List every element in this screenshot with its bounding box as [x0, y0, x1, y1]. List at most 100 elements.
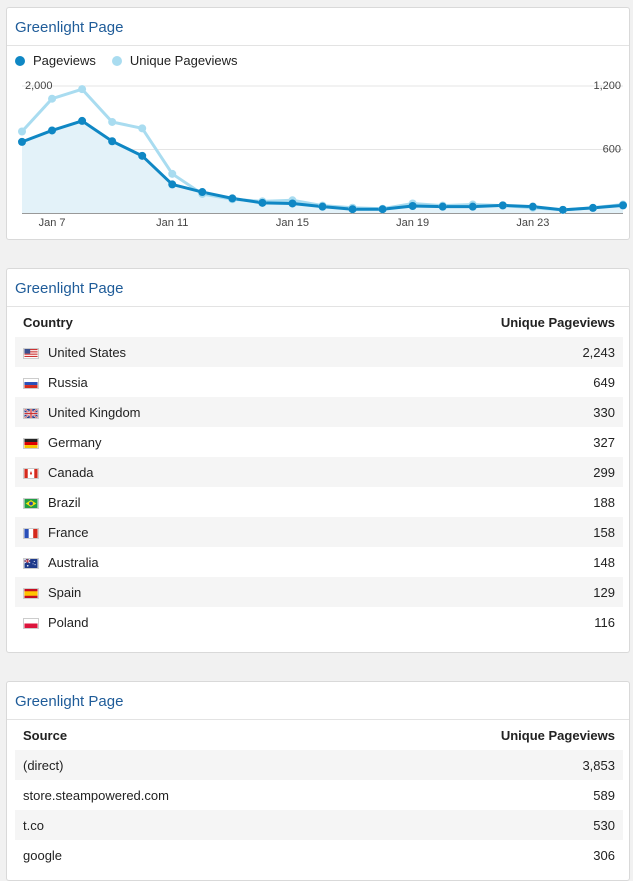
pageviews-point — [348, 205, 357, 214]
column-header-unique-pageviews[interactable]: Unique Pageviews — [500, 314, 615, 330]
pageviews-point — [228, 194, 237, 203]
x-tick-label: Jan 11 — [156, 217, 188, 229]
x-tick-label: Jan 7 — [39, 217, 66, 229]
es-flag-icon — [23, 587, 39, 599]
table-row[interactable]: google 306 — [15, 840, 623, 870]
y-right-tick-label: 1,200 — [593, 80, 621, 92]
table-row[interactable]: France 158 — [15, 517, 623, 547]
table-row[interactable]: United Kingdom 330 — [15, 397, 623, 427]
country-cell: France — [15, 517, 323, 547]
country-cell: Germany — [15, 427, 323, 457]
pageviews-point — [588, 203, 597, 212]
pageviews-point — [468, 202, 477, 211]
unique-pageviews-value: 327 — [593, 434, 615, 450]
us-flag-icon — [23, 347, 39, 359]
country-cell: Australia — [15, 547, 323, 577]
legend-item-pageviews[interactable]: Pageviews — [15, 53, 96, 68]
card-title: Greenlight Page — [7, 8, 629, 46]
pageviews-point — [78, 116, 87, 125]
column-header-source[interactable]: Source — [23, 727, 68, 743]
pageviews-point — [619, 201, 627, 210]
unique-pageviews-value: 306 — [593, 847, 615, 863]
table-row[interactable]: Germany 327 — [15, 427, 623, 457]
table-row[interactable]: Canada 299 — [15, 457, 623, 487]
country-name[interactable]: Brazil — [48, 494, 81, 510]
pageviews-point — [288, 199, 297, 208]
pageviews-area — [22, 120, 623, 213]
chart-legend: Pageviews Unique Pageviews — [15, 53, 238, 68]
source-name[interactable]: google — [23, 847, 63, 863]
country-cell: Poland — [15, 607, 323, 637]
br-flag-icon — [23, 497, 39, 509]
country-cell: Canada — [15, 457, 323, 487]
x-tick-label: Jan 15 — [276, 217, 309, 229]
country-table: Country Unique Pageviews United States 2,… — [15, 307, 623, 637]
fr-flag-icon — [23, 527, 39, 539]
source-name[interactable]: (direct) — [15, 750, 353, 780]
country-cell: United States — [15, 337, 323, 367]
table-row[interactable]: (direct) 3,853 — [15, 750, 623, 780]
legend-dot-icon — [15, 55, 25, 66]
pageviews-point — [258, 198, 267, 207]
unique-pageviews-value: 148 — [593, 554, 615, 570]
unique-pageviews-point — [48, 94, 57, 103]
unique-pageviews-value: 188 — [593, 494, 615, 510]
unique-pageviews-value: 3,853 — [352, 750, 623, 780]
unique-pageviews-value: 116 — [594, 614, 615, 630]
legend-label: Unique Pageviews — [129, 53, 238, 68]
unique-pageviews-value: 589 — [593, 787, 615, 803]
table-row[interactable]: Spain 129 — [15, 577, 623, 607]
unique-pageviews-point — [138, 124, 147, 133]
country-name[interactable]: United States — [48, 344, 127, 360]
unique-pageviews-value: 158 — [322, 517, 623, 547]
unique-pageviews-value: 330 — [322, 397, 623, 427]
unique-pageviews-point — [108, 117, 117, 126]
y-left-tick-label: 2,000 — [25, 80, 53, 92]
x-tick-label: Jan 23 — [516, 217, 549, 229]
source-table-card: Greenlight Page Source Unique Pageviews … — [6, 681, 630, 881]
country-name[interactable]: Australia — [48, 554, 99, 570]
table-row[interactable]: Australia 148 — [15, 547, 623, 577]
unique-pageviews-point — [168, 169, 177, 178]
pageviews-point — [498, 201, 507, 210]
unique-pageviews-point — [18, 127, 26, 136]
source-name[interactable]: store.steampowered.com — [23, 787, 169, 803]
y-right-tick-label: 600 — [603, 144, 621, 156]
country-name[interactable]: Russia — [48, 374, 88, 390]
country-cell: Russia — [15, 367, 323, 397]
ru-flag-icon — [23, 377, 39, 389]
legend-label: Pageviews — [33, 53, 96, 68]
table-row[interactable]: United States 2,243 — [15, 337, 623, 367]
pageviews-point — [108, 137, 117, 146]
unique-pageviews-value: 129 — [322, 577, 623, 607]
country-cell: Brazil — [15, 487, 323, 517]
card-title: Greenlight Page — [7, 269, 629, 307]
pageviews-point — [168, 180, 177, 189]
unique-pageviews-point — [78, 85, 87, 94]
legend-item-unique-pageviews[interactable]: Unique Pageviews — [111, 53, 238, 68]
country-name[interactable]: Canada — [48, 464, 94, 480]
source-name[interactable]: t.co — [15, 810, 353, 840]
country-name[interactable]: Germany — [48, 434, 102, 450]
pageviews-point — [18, 137, 26, 146]
table-header-row: Source Unique Pageviews — [15, 720, 623, 750]
country-name[interactable]: France — [48, 524, 89, 540]
legend-dot-icon — [111, 55, 122, 66]
table-row[interactable]: t.co 530 — [15, 810, 623, 840]
country-name[interactable]: Spain — [48, 584, 82, 600]
pageviews-point — [528, 202, 537, 211]
country-name[interactable]: Poland — [48, 614, 89, 630]
au-flag-icon — [23, 557, 39, 569]
unique-pageviews-value: 530 — [352, 810, 623, 840]
table-row[interactable]: Brazil 188 — [15, 487, 623, 517]
column-header-country[interactable]: Country — [23, 314, 73, 330]
pageviews-point — [438, 202, 447, 211]
pageviews-point — [408, 202, 417, 211]
table-row[interactable]: store.steampowered.com 589 — [15, 780, 623, 810]
table-row[interactable]: Russia 649 — [15, 367, 623, 397]
table-row[interactable]: Poland 116 — [15, 607, 623, 637]
country-name[interactable]: United Kingdom — [48, 404, 141, 420]
column-header-unique-pageviews[interactable]: Unique Pageviews — [500, 727, 615, 743]
pl-flag-icon — [23, 617, 39, 629]
